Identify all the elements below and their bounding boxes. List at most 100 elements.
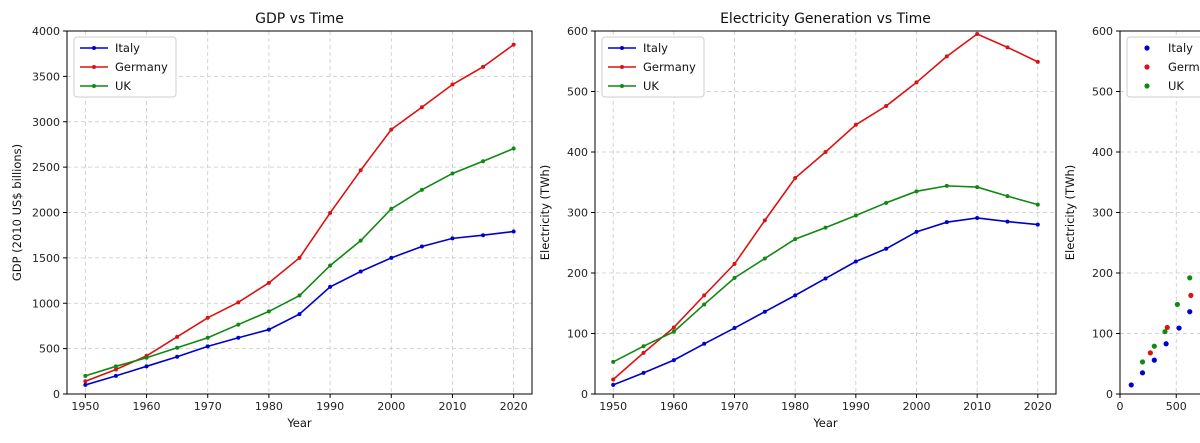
y-tick-label: 500 <box>1092 86 1113 99</box>
legend-box <box>73 36 177 98</box>
y-axis-label: GDP (2010 US$ billions) <box>10 144 24 281</box>
y-tick-label: 0 <box>581 388 588 401</box>
data-point-uk <box>144 355 149 360</box>
legend-label: Germ <box>1168 60 1200 74</box>
y-axis-label: Electricity (TWh) <box>1063 165 1077 260</box>
data-point-italy <box>175 354 180 359</box>
data-point-uk <box>481 159 486 164</box>
scatter-point-germany <box>1188 292 1194 298</box>
data-point-italy <box>671 358 676 363</box>
y-tick-label: 300 <box>567 207 588 220</box>
data-point-uk <box>83 373 88 378</box>
x-axis-label: Year <box>286 416 312 430</box>
data-point-italy <box>793 293 798 298</box>
legend-box <box>601 36 705 98</box>
y-tick-label: 0 <box>53 388 60 401</box>
x-tick-label: 2010 <box>963 400 991 413</box>
data-point-italy <box>823 276 828 281</box>
scatter-point-italy <box>1128 382 1134 388</box>
scatter-point-uk <box>1174 301 1180 308</box>
data-point-germany <box>944 54 949 59</box>
x-tick-label: 500 <box>1166 400 1187 413</box>
data-point-germany <box>297 255 302 260</box>
data-point-italy <box>975 215 980 220</box>
legend-swatch-marker <box>620 46 624 50</box>
scatter-point-uk <box>1151 343 1157 349</box>
y-tick-label: 100 <box>567 328 588 341</box>
legend-swatch-marker <box>1144 83 1150 89</box>
legend-swatch-marker <box>92 65 96 69</box>
data-point-germany <box>641 350 646 355</box>
y-tick-label: 200 <box>1092 267 1113 280</box>
scatter-point-uk <box>1187 275 1193 281</box>
data-point-italy <box>641 370 646 375</box>
data-point-uk <box>113 364 118 369</box>
data-point-uk <box>328 263 333 268</box>
y-tick-label: 500 <box>39 343 60 356</box>
scatter-point-italy <box>1163 341 1169 347</box>
data-point-uk <box>1005 194 1010 199</box>
legend: Italy Germany UK <box>601 36 705 98</box>
data-point-uk <box>793 237 798 242</box>
x-tick-label: 1980 <box>781 400 809 413</box>
x-tick-label: 2010 <box>438 400 466 413</box>
scatter-point-italy <box>1176 325 1182 331</box>
legend-label: Italy <box>1168 41 1193 55</box>
data-point-germany <box>1035 59 1040 64</box>
plot-frame <box>594 30 1057 395</box>
data-point-uk <box>641 344 646 349</box>
data-point-germany <box>671 325 676 330</box>
data-point-uk <box>450 171 455 176</box>
data-point-uk <box>853 213 858 218</box>
legend-label: UK <box>643 79 659 93</box>
y-tick-label: 200 <box>567 267 588 280</box>
x-tick-label: 1970 <box>194 400 222 413</box>
data-point-germany <box>175 334 180 339</box>
data-point-uk <box>266 309 271 314</box>
data-point-germany <box>823 150 828 154</box>
data-point-uk <box>944 183 949 188</box>
data-point-uk <box>914 189 919 194</box>
x-tick-label: 1950 <box>71 400 99 413</box>
data-point-italy <box>205 344 210 349</box>
x-tick-label: 2000 <box>902 400 930 413</box>
data-point-germany <box>389 127 394 132</box>
legend-swatch-marker <box>1144 64 1150 70</box>
legend: Italy Germany UK <box>73 36 177 98</box>
x-tick-label: 1960 <box>660 400 688 413</box>
x-tick-label: 1970 <box>721 400 749 413</box>
data-point-italy <box>481 233 486 238</box>
data-point-italy <box>1035 222 1040 227</box>
data-point-italy <box>853 259 858 264</box>
series-line-italy <box>85 230 514 386</box>
scatter-point-uk <box>1139 359 1146 365</box>
data-point-germany <box>975 32 980 37</box>
chart-3: 0 100 200 300 400 500 600 0 500 Italy Germ UK Electr… <box>1063 25 1200 413</box>
plot-frame <box>1119 30 1200 395</box>
data-point-germany <box>732 261 737 266</box>
chart-title: Electricity Generation vs Time <box>720 11 931 27</box>
data-point-uk <box>389 206 394 211</box>
scatter-point-italy <box>1187 309 1193 315</box>
data-point-germany <box>450 82 455 87</box>
y-tick-label: 0 <box>1106 388 1113 401</box>
legend-swatch-marker <box>620 84 624 88</box>
scatter-point-italy <box>1139 370 1146 376</box>
data-point-germany <box>914 80 919 85</box>
data-point-italy <box>511 229 516 234</box>
data-point-uk <box>611 359 616 364</box>
chart-1: 0 500 1000 1500 2000 2500 3000 3500 4000 1950 1960… <box>10 11 533 430</box>
data-point-uk <box>205 335 210 340</box>
y-tick-label: 300 <box>1092 207 1113 220</box>
y-tick-label: 4000 <box>32 25 60 38</box>
y-tick-label: 1000 <box>32 297 60 310</box>
x-tick-label: 2020 <box>1024 400 1052 413</box>
series-line-italy <box>612 217 1038 386</box>
data-point-germany <box>328 210 333 215</box>
y-tick-label: 3000 <box>32 116 60 129</box>
data-point-germany <box>205 315 210 320</box>
data-point-uk <box>419 187 424 192</box>
legend-label: Italy <box>115 41 140 55</box>
legend: Italy Germ UK <box>1126 36 1200 98</box>
y-tick-label: 2000 <box>32 207 60 220</box>
